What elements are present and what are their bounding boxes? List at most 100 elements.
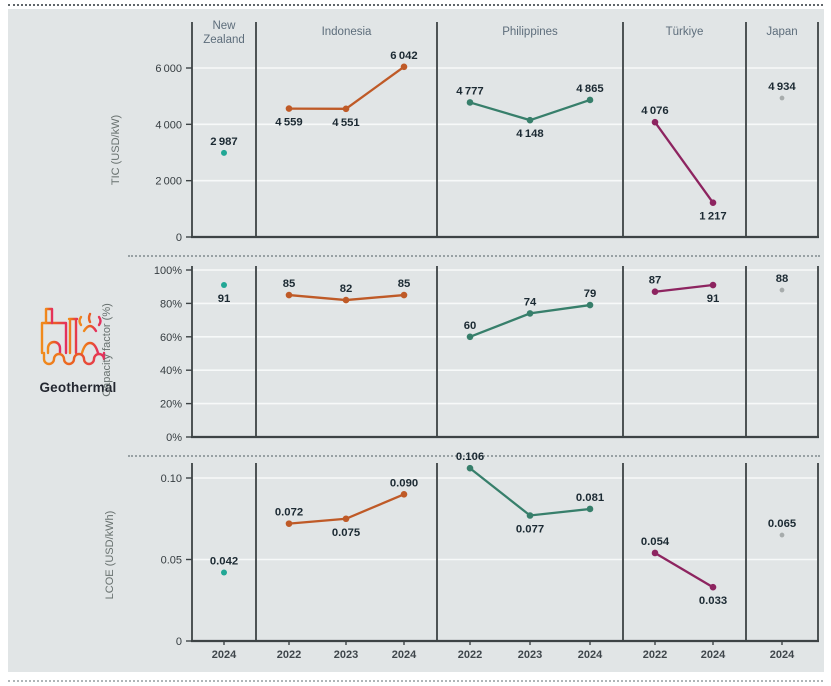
y-axis-title-lcoe: LCOE (USD/kWh) [104,510,116,600]
data-point [651,118,659,126]
data-point-label: 0.065 [768,518,796,530]
country-header: Philippines [502,26,558,38]
data-point-label: 0.075 [332,527,360,539]
data-point [709,199,717,207]
country-header: Japan [766,26,797,38]
data-point-label: 91 [707,293,720,305]
figure-bottom-separator [8,680,823,682]
data-point-label: 91 [218,293,231,305]
data-point-label: 85 [398,278,411,290]
data-point-label: 88 [776,273,789,285]
data-point-label: 0.106 [456,451,484,463]
data-point [779,95,785,101]
data-point-label: 4 865 [576,83,603,95]
data-point-label: 87 [649,275,662,287]
year-tick-label: 2022 [458,649,482,661]
data-point-label: 2 987 [210,136,237,148]
data-point [651,549,659,557]
data-point [466,333,474,341]
figure-top-separator [8,4,823,6]
y-tick-label: 4 000 [155,119,182,131]
data-point [466,99,474,106]
tic-chart: 6 000 4 000 2 000 0 New Zealand Indonesia Phili… [155,20,819,244]
y-tick-label: 80% [160,298,182,310]
data-point-label: 4 777 [456,85,483,97]
series-indonesia: 0.072 0.075 0.090 [275,477,418,538]
y-tick-label: 0.10 [161,473,182,485]
data-point-label: 0.042 [210,556,238,568]
data-point-label: 79 [584,288,597,300]
country-header: Zealand [203,34,245,46]
year-tick-label: 2024 [212,649,237,661]
year-tick-label: 2024 [392,649,417,661]
data-point [586,301,594,309]
data-point [342,105,350,113]
data-point [709,281,717,289]
panel-frame [191,22,819,239]
y-tick-label: 40% [160,365,182,377]
data-point [466,464,474,472]
panel-frame [191,463,819,643]
row-separator-1 [128,255,820,257]
year-tick-label: 2022 [643,649,667,661]
y-tick-label: 2 000 [155,176,182,188]
data-point [400,491,408,498]
data-point [586,505,594,513]
technology-block: Geothermal [26,301,130,395]
year-tick-label: 2023 [334,649,358,661]
gridlines [192,477,818,561]
data-point-label: 4 551 [332,117,359,129]
data-point [285,520,293,527]
series-philippines: 0.106 0.077 0.081 [456,451,604,535]
series-indonesia: 85 82 85 [283,278,411,304]
chart-canvas: Geothermal TIC (USD/kW) Capacity factor … [8,9,824,672]
y-axis-ticks: 0.10 0.05 0 [161,473,192,648]
data-point-label: 4 076 [641,105,668,117]
y-axis-ticks: 100% 80% 60% 40% 20% 0% [154,265,192,444]
country-headers: New Zealand Indonesia Philippines Türkiye Jap… [203,20,797,46]
y-tick-label: 20% [160,399,182,411]
year-tick-label: 2023 [518,649,542,661]
data-point [526,512,534,519]
series-japan: 0.065 [768,518,796,538]
series-philippines: 4 777 4 148 4 865 [456,83,603,140]
data-point-label: 6 042 [390,50,417,62]
row-separator-2 [128,455,820,457]
year-tick-label: 2024 [770,649,795,661]
data-point [526,116,534,124]
y-axis-title-capacity-factor: Capacity factor (%) [101,303,113,397]
data-point [526,310,534,317]
geothermal-icon [40,307,106,366]
data-point-label: 4 148 [516,128,543,140]
year-tick-label: 2022 [277,649,301,661]
series-new-zealand: 0.042 [210,556,238,576]
y-tick-label: 0 [176,636,182,648]
data-point-label: 0.090 [390,477,418,489]
y-tick-label: 6 000 [155,63,182,75]
year-tick-label: 2024 [701,649,726,661]
panel-frame [191,266,819,439]
data-point [586,96,594,104]
y-tick-label: 0% [166,432,182,444]
country-header: Türkiye [666,26,704,38]
data-point [285,291,293,299]
y-axis-title-tic: TIC (USD/kW) [110,114,122,186]
technology-label: Geothermal [39,380,117,395]
series-indonesia: 4 559 4 551 6 042 [275,50,417,129]
y-axis-ticks: 6 000 4 000 2 000 0 [155,63,192,244]
series-new-zealand: 91 [218,282,231,305]
series-japan: 88 [776,273,789,293]
data-point [285,105,293,112]
data-point-label: 0.072 [275,507,303,519]
data-point [651,288,659,296]
data-point [779,287,785,293]
gridlines [192,67,818,182]
data-point-label: 82 [340,283,353,295]
data-point [400,291,408,299]
data-point-label: 0.081 [576,492,604,504]
data-point-label: 60 [464,320,477,332]
data-point-label: 1 217 [699,211,726,223]
data-point-label: 0.077 [516,523,544,535]
